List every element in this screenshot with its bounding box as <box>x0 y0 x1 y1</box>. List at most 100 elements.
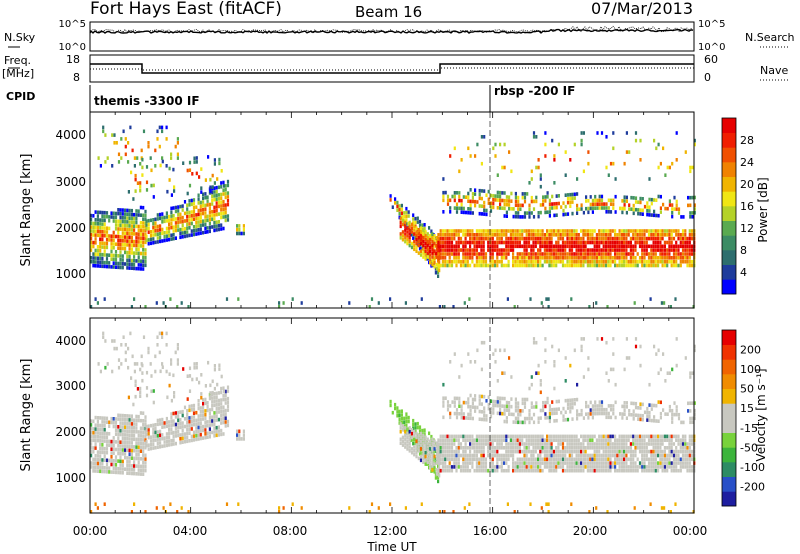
velocity-cell <box>117 451 120 456</box>
power-cell <box>147 226 150 231</box>
velocity-cell <box>657 434 660 439</box>
power-cell <box>112 211 115 216</box>
velocity-cell <box>496 379 499 383</box>
velocity-cell <box>414 441 417 445</box>
velocity-cell <box>133 433 136 438</box>
velocity-cell <box>161 417 164 422</box>
power-cell <box>186 230 189 234</box>
velocity-cell <box>693 348 696 353</box>
power-cell <box>412 236 415 240</box>
power-cell <box>181 204 184 208</box>
velocity-cell <box>179 437 182 441</box>
velocity-cell <box>435 471 438 476</box>
power-cell <box>188 203 191 207</box>
power-cell <box>600 240 603 245</box>
power-cell <box>103 233 106 238</box>
velocity-cell <box>213 395 216 400</box>
power-cell <box>438 268 441 273</box>
velocity-cell <box>546 465 549 469</box>
power-cell <box>90 221 93 226</box>
velocity-cell <box>677 438 680 442</box>
velocity-cell <box>542 400 545 405</box>
velocity-cell <box>96 469 99 473</box>
velocity-cell <box>587 416 590 420</box>
velocity-cell <box>570 446 574 450</box>
power-cell <box>577 244 580 249</box>
velocity-cell <box>609 468 612 473</box>
velocity-cell <box>564 398 567 403</box>
power-cell <box>684 150 687 154</box>
velocity-cell <box>548 408 551 412</box>
velocity-cell <box>512 438 515 442</box>
velocity-cell <box>114 470 118 475</box>
power-cell <box>478 196 481 201</box>
power-cell <box>442 177 445 181</box>
velocity-cell <box>408 437 411 442</box>
power-cell <box>197 197 200 201</box>
power-cell <box>561 233 565 237</box>
power-cell <box>570 252 574 256</box>
power-cell <box>478 244 481 249</box>
velocity-cell <box>523 457 526 462</box>
velocity-cell <box>542 404 545 409</box>
velocity-cell <box>675 409 678 413</box>
power-cell <box>525 256 528 260</box>
power-cell <box>663 256 666 260</box>
velocity-cell <box>403 420 406 424</box>
power-cell <box>409 233 413 237</box>
velocity-cell <box>505 416 508 420</box>
power-cell <box>192 209 196 214</box>
velocity-cell <box>135 422 138 426</box>
power-cell <box>99 264 102 268</box>
velocity-cell <box>400 409 403 413</box>
power-cell <box>480 248 483 252</box>
figure-title: Fort Hays East (fitACF) <box>90 0 282 19</box>
velocity-cell <box>188 419 191 424</box>
power-cell <box>514 240 517 245</box>
power-cell <box>491 263 494 268</box>
velocity-cell <box>144 457 147 461</box>
velocity-cell <box>555 453 558 458</box>
power-cell <box>168 222 171 226</box>
velocity-cell <box>480 442 483 446</box>
power-cell <box>124 152 127 157</box>
velocity-cell <box>537 468 540 473</box>
velocity-cell <box>128 467 131 472</box>
power-cell <box>528 207 531 211</box>
velocity-cell <box>503 371 506 375</box>
velocity-cell <box>568 442 571 446</box>
velocity-cell <box>471 405 474 409</box>
velocity-cell <box>242 429 245 434</box>
velocity-cell <box>688 461 691 465</box>
velocity-cell <box>632 453 635 458</box>
power-cell <box>614 256 617 260</box>
velocity-cell <box>139 386 142 391</box>
velocity-cell <box>650 434 653 439</box>
power-cell <box>668 233 671 237</box>
power-cell <box>190 229 193 233</box>
power-cell <box>96 214 99 218</box>
power-cell <box>521 215 524 219</box>
power-cell <box>105 237 109 242</box>
power-cell <box>154 229 157 233</box>
power-cell <box>174 236 177 240</box>
power-cell <box>548 206 551 210</box>
velocity-cell <box>548 419 551 424</box>
power-cell <box>468 297 471 301</box>
power-cell <box>499 198 502 203</box>
power-cell <box>691 211 694 215</box>
velocity-cell <box>507 442 510 446</box>
power-cell <box>448 263 451 268</box>
power-cell <box>668 229 671 233</box>
velocity-cell <box>92 438 95 443</box>
power-cell <box>595 259 598 264</box>
velocity-cell <box>161 444 164 449</box>
velocity-cell <box>650 403 653 408</box>
power-cell <box>429 257 432 261</box>
power-cell <box>686 259 689 264</box>
velocity-cell <box>179 433 182 437</box>
velocity-cell <box>133 471 136 476</box>
power-cell <box>441 244 444 249</box>
velocity-cell <box>586 438 589 442</box>
power-cell <box>453 256 456 260</box>
